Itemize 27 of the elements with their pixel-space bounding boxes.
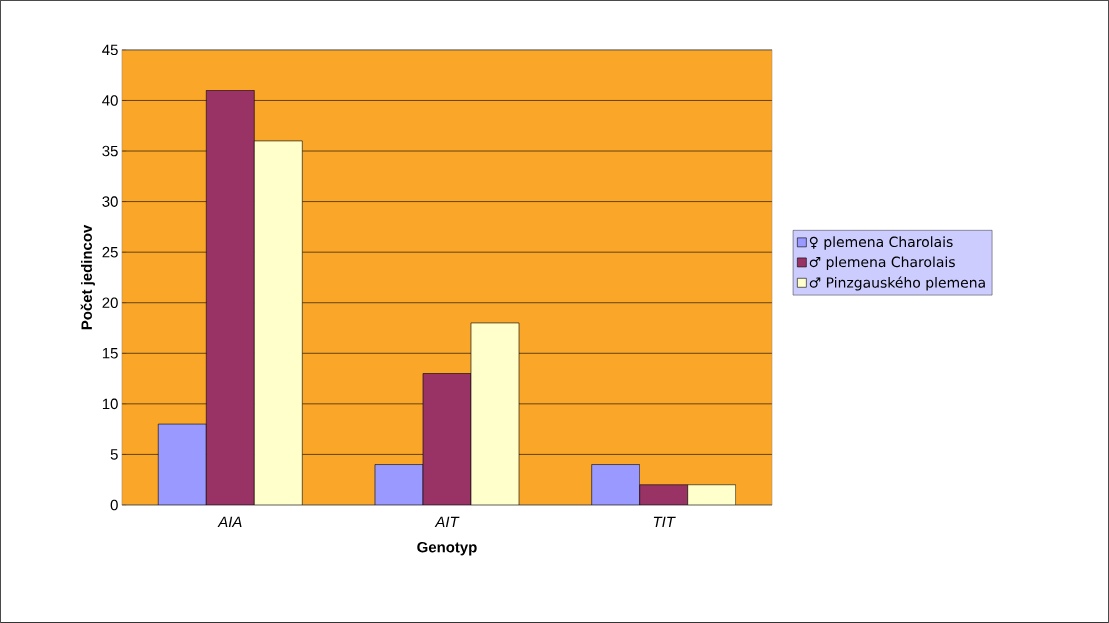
y-tick-label: 25 [102,246,118,258]
x-tick-label: TIT [653,516,676,528]
bar [470,322,520,506]
y-tick-label: 40 [102,95,118,106]
y-tick-label: 30 [102,196,118,207]
x-tick-label: AIA [217,516,242,528]
y-tick-label: 5 [110,449,118,460]
bar [639,484,688,506]
bar [591,464,640,506]
x-tick-label: AIT [434,516,460,528]
bar [157,423,207,506]
y-tick-label: 0 [110,499,118,511]
y-tick-label: 10 [102,398,118,410]
y-tick-label: 15 [102,348,118,359]
legend-label: ♂ Pinzgauského plemena [809,276,985,291]
bar [253,140,303,506]
y-axis-title: Počet jedincov [80,224,95,330]
y-tick-label: 20 [102,297,118,309]
bar [374,464,424,506]
bar [205,90,255,506]
y-tick-label: 45 [102,44,118,56]
bar [687,484,737,506]
bar [422,373,472,506]
legend-label: ♂ plemena Charolais [809,256,955,270]
x-axis-title: Genotyp [417,541,477,556]
y-tick-label: 35 [102,145,118,157]
legend-label: ♀ plemena Charolais [809,236,953,250]
